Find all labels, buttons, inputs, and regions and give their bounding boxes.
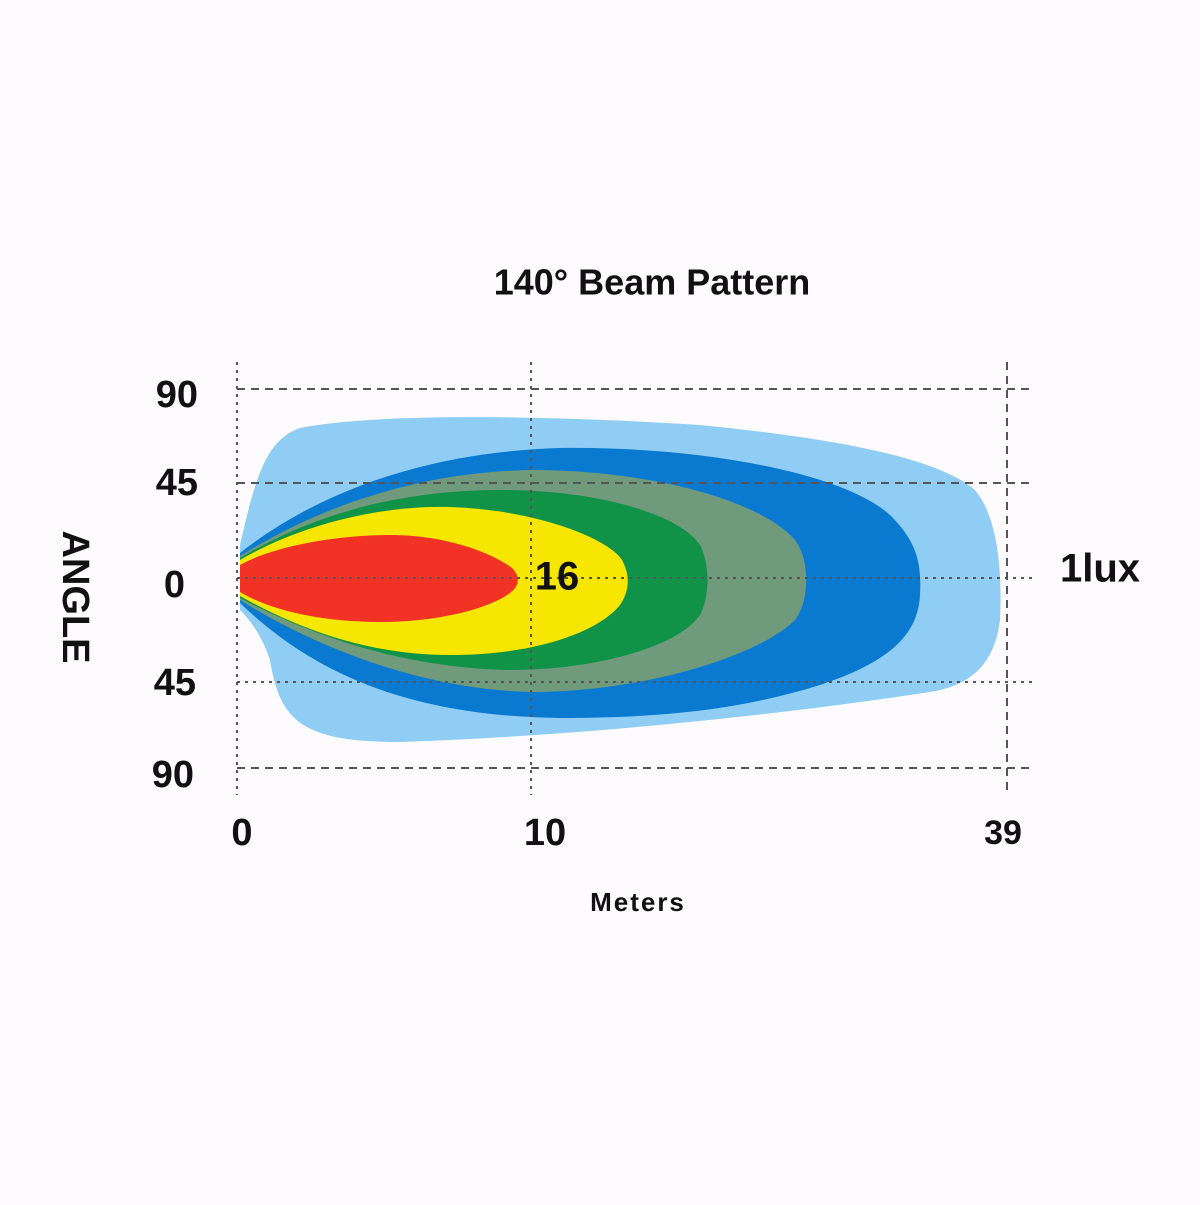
y-axis-label: ANGLE	[54, 531, 96, 664]
grid	[236, 362, 1035, 795]
center-annotation: 16	[535, 555, 580, 599]
y-tick-label: 90	[152, 754, 194, 796]
y-tick-label: 45	[156, 462, 198, 504]
title: 140° Beam Pattern	[494, 262, 811, 303]
x-tick-label: 0	[231, 812, 252, 854]
y-tick-label: 0	[164, 564, 185, 606]
x-tick-label: 39	[984, 814, 1022, 852]
zone-6	[240, 535, 518, 622]
y-tick-label: 45	[154, 662, 196, 704]
x-tick-label: 10	[524, 812, 566, 854]
y-tick-label: 90	[156, 374, 198, 416]
edge-annotation: 1lux	[1060, 547, 1140, 591]
x-axis-label: Meters	[590, 887, 686, 917]
